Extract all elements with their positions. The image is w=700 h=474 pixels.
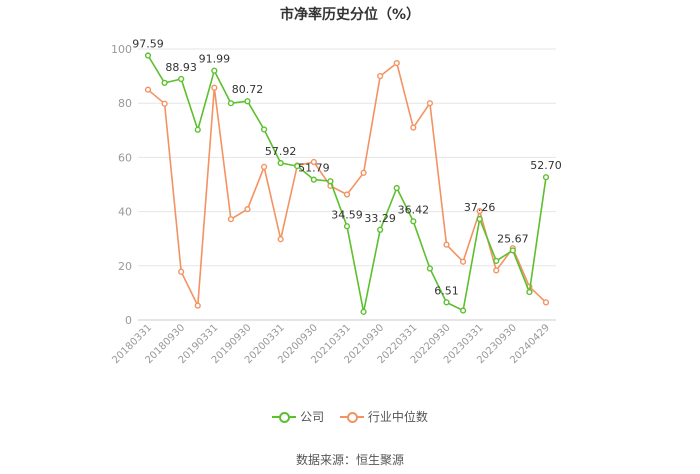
data-label-company: 51.79 — [298, 162, 330, 175]
series-layer — [144, 52, 550, 315]
data-label-company: 91.99 — [199, 53, 231, 66]
y-tick-label: 20 — [118, 260, 132, 273]
y-tick-label: 40 — [118, 206, 132, 219]
data-label-company: 37.26 — [464, 201, 496, 214]
point-company[interactable] — [476, 215, 483, 223]
point-industry-median[interactable] — [476, 207, 483, 215]
point-company[interactable] — [227, 100, 235, 107]
point-company[interactable] — [294, 162, 301, 170]
legend-item-industry-median[interactable]: 行业中位数 — [339, 408, 428, 425]
y-tick-label: 80 — [118, 97, 132, 110]
point-industry-median[interactable] — [493, 267, 500, 274]
point-company[interactable] — [244, 98, 251, 105]
point-company[interactable] — [277, 159, 284, 167]
point-company[interactable] — [526, 288, 533, 296]
legend-swatch-industry-median — [339, 411, 364, 423]
point-company[interactable] — [493, 257, 500, 265]
legend-label-industry-median: 行业中位数 — [367, 410, 428, 424]
data-label-company: 97.59 — [132, 38, 164, 51]
point-industry-median[interactable] — [211, 84, 218, 91]
point-industry-median[interactable] — [178, 268, 185, 275]
legend-label-company: 公司 — [300, 410, 325, 424]
point-industry-median[interactable] — [161, 100, 168, 107]
data-label-company: 57.92 — [265, 145, 297, 158]
y-tick-label: 60 — [118, 151, 132, 164]
point-industry-median[interactable] — [244, 206, 251, 213]
point-industry-median[interactable] — [443, 241, 450, 248]
grid-layer — [138, 48, 556, 321]
legend-item-company[interactable]: 公司 — [272, 408, 324, 425]
source-note: 数据来源：恒生聚源 — [295, 453, 404, 467]
point-industry-median[interactable] — [310, 158, 317, 166]
point-industry-median[interactable] — [410, 124, 417, 131]
point-company[interactable] — [178, 75, 185, 83]
point-industry-median[interactable] — [360, 169, 367, 176]
y-tick-label: 0 — [125, 314, 132, 327]
point-industry-median[interactable] — [227, 216, 235, 223]
point-company[interactable] — [144, 52, 152, 59]
series-line-industry-median — [147, 62, 547, 307]
point-company[interactable] — [410, 218, 417, 225]
point-industry-median[interactable] — [277, 236, 284, 243]
legend-swatch-company — [272, 411, 297, 423]
point-company[interactable] — [343, 223, 351, 230]
point-industry-median[interactable] — [459, 258, 467, 265]
point-company[interactable] — [161, 79, 168, 86]
point-company[interactable] — [211, 67, 218, 74]
data-label-company: 88.93 — [165, 61, 197, 74]
data-label-company: 52.70 — [530, 159, 562, 172]
point-industry-median[interactable] — [377, 72, 384, 80]
point-company[interactable] — [509, 247, 516, 254]
data-label-company: 33.29 — [364, 212, 396, 225]
point-company[interactable] — [310, 176, 317, 183]
point-industry-median[interactable] — [260, 163, 268, 170]
point-industry-median[interactable] — [343, 191, 351, 198]
data-label-company: 34.59 — [331, 208, 363, 221]
point-company[interactable] — [393, 184, 400, 192]
legend: 公司 行业中位数 — [0, 408, 700, 425]
y-tick-label: 100 — [111, 43, 132, 56]
point-industry-median[interactable] — [542, 299, 550, 306]
point-company[interactable] — [542, 174, 550, 181]
data-label-company: 36.42 — [398, 203, 430, 216]
point-company[interactable] — [459, 307, 467, 314]
point-industry-median[interactable] — [426, 100, 434, 107]
point-industry-median[interactable] — [144, 86, 152, 93]
point-industry-median[interactable] — [393, 59, 400, 67]
point-company[interactable] — [260, 126, 268, 133]
point-company[interactable] — [426, 265, 434, 272]
data-label-company: 6.51 — [434, 284, 459, 297]
point-company[interactable] — [327, 178, 334, 185]
point-industry-median[interactable] — [194, 302, 201, 309]
data-label-company: 80.72 — [232, 83, 264, 96]
data-label-company: 25.67 — [497, 232, 529, 245]
point-company[interactable] — [194, 126, 201, 133]
point-company[interactable] — [360, 308, 367, 315]
point-company[interactable] — [377, 226, 384, 233]
point-company[interactable] — [443, 299, 450, 306]
chart-title: 市净率历史分位（%） — [279, 7, 421, 23]
